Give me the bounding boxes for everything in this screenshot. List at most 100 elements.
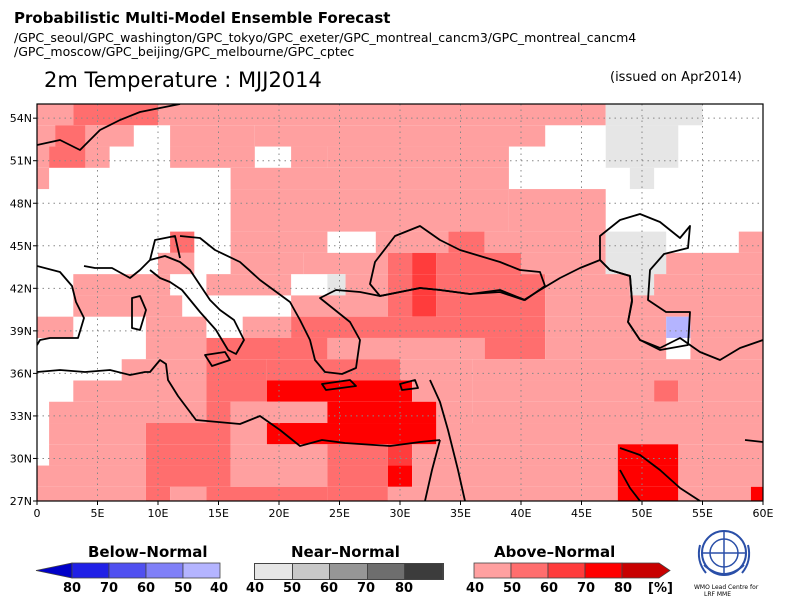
probability-cell bbox=[521, 231, 606, 253]
probability-cell bbox=[145, 486, 171, 501]
probability-cell bbox=[472, 401, 763, 424]
probability-cell bbox=[49, 146, 86, 168]
coastlines bbox=[37, 104, 763, 501]
legend-label: 40 bbox=[246, 581, 265, 596]
probability-cell bbox=[387, 295, 413, 317]
probability-cell bbox=[387, 465, 413, 487]
probability-cell bbox=[73, 104, 158, 126]
legend-bar-near bbox=[254, 563, 444, 580]
probability-cell bbox=[327, 401, 437, 424]
probability-cell bbox=[85, 146, 110, 168]
probability-cell bbox=[37, 465, 146, 487]
legend-label: 70 bbox=[100, 581, 119, 596]
probability-cell bbox=[545, 295, 763, 317]
probability-cell bbox=[617, 486, 679, 501]
lat-tick-label: 39N bbox=[10, 325, 32, 338]
probability-cell bbox=[375, 231, 449, 253]
probability-cell bbox=[230, 444, 328, 466]
logo-text-2: LRF MME bbox=[704, 591, 732, 598]
legend-swatch bbox=[35, 562, 73, 579]
issued-date: (issued on Apr2014) bbox=[610, 70, 742, 85]
probability-cell bbox=[654, 274, 763, 296]
probability-cell bbox=[327, 486, 388, 501]
legend-label: 60 bbox=[320, 581, 339, 596]
lat-tick-label: 48N bbox=[10, 197, 32, 210]
probability-cell bbox=[206, 380, 267, 402]
legend-bar-below bbox=[35, 562, 221, 579]
legend-swatch bbox=[71, 562, 110, 579]
models-line-2: /GPC_moscow/GPC_beijing/GPC_melbourne/GP… bbox=[14, 44, 355, 59]
lon-tick-label: 20E bbox=[269, 507, 290, 520]
probability-cell bbox=[436, 423, 763, 445]
probability-cell bbox=[242, 316, 292, 338]
axis-labels: 0 5E 10E 15E 20E 25E 30E 35E 40E 45E 50E 55E 60E 27N 3… bbox=[10, 112, 774, 520]
probability-cell bbox=[206, 337, 328, 360]
lon-tick-label: 40E bbox=[511, 507, 532, 520]
probability-cell bbox=[158, 104, 606, 126]
probability-cell bbox=[73, 274, 171, 296]
probability-cell bbox=[345, 274, 388, 296]
lon-tick-label: 60E bbox=[753, 507, 774, 520]
probability-cell bbox=[230, 167, 509, 190]
lat-tick-label: 36N bbox=[10, 367, 32, 380]
probability-cell bbox=[145, 465, 231, 487]
lat-tick-label: 30N bbox=[10, 452, 32, 465]
legend-label: 50 bbox=[174, 581, 193, 596]
probability-cell bbox=[230, 423, 267, 445]
probability-cell bbox=[266, 423, 437, 445]
probability-cell bbox=[37, 146, 50, 168]
probability-cell bbox=[472, 359, 763, 381]
lon-tick-label: 5E bbox=[91, 507, 105, 520]
probability-cell bbox=[49, 423, 146, 445]
probability-cell bbox=[448, 231, 485, 253]
legend-title-near: Near–Normal bbox=[291, 543, 400, 561]
probability-cell bbox=[738, 231, 763, 253]
probability-cell bbox=[387, 444, 413, 466]
legend-swatch bbox=[510, 562, 549, 579]
probability-cell bbox=[750, 486, 763, 501]
probability-cell bbox=[206, 359, 267, 381]
probability-cell bbox=[472, 380, 655, 402]
probability-cell bbox=[206, 486, 328, 501]
lon-tick-label: 50E bbox=[632, 507, 653, 520]
probability-cell bbox=[605, 231, 667, 253]
legend-label: 60 bbox=[137, 581, 156, 596]
legend-swatch bbox=[330, 564, 368, 579]
plot-frame bbox=[36, 103, 764, 502]
legend-swatch bbox=[182, 562, 221, 579]
lon-tick-label: 15E bbox=[208, 507, 229, 520]
legend-title-below: Below–Normal bbox=[88, 543, 208, 561]
legend-bar-above bbox=[473, 562, 671, 579]
probability-cell bbox=[690, 316, 763, 338]
probability-cell bbox=[605, 104, 703, 126]
legend-label: 80 bbox=[63, 581, 82, 596]
probability-cell bbox=[37, 167, 50, 190]
probability-cells bbox=[37, 104, 763, 501]
probability-cell bbox=[303, 252, 388, 275]
gridlines bbox=[33, 104, 764, 505]
probability-cell bbox=[55, 125, 86, 147]
lat-tick-label: 45N bbox=[10, 240, 32, 253]
probability-cell bbox=[37, 104, 74, 126]
legend-swatch bbox=[584, 562, 623, 579]
legend-swatch bbox=[547, 562, 586, 579]
lon-tick-label: 0 bbox=[34, 507, 41, 520]
probability-cell bbox=[266, 359, 400, 381]
probability-cell bbox=[73, 295, 183, 317]
probability-cell bbox=[230, 189, 509, 232]
lon-tick-label: 10E bbox=[148, 507, 169, 520]
probability-cell bbox=[412, 252, 437, 275]
probability-cell bbox=[629, 167, 655, 190]
legend-label: 80 bbox=[614, 581, 633, 596]
lat-tick-label: 33N bbox=[10, 410, 32, 423]
probability-cell bbox=[678, 465, 763, 487]
probability-cell bbox=[617, 465, 679, 487]
probability-cell bbox=[678, 486, 751, 501]
logo-text-1: WMO Lead Centre for bbox=[694, 584, 759, 591]
probability-cell bbox=[690, 337, 763, 360]
lat-tick-label: 51N bbox=[10, 155, 32, 168]
probability-cell bbox=[436, 274, 546, 296]
probability-cell bbox=[49, 401, 207, 424]
probability-cell bbox=[37, 316, 74, 338]
